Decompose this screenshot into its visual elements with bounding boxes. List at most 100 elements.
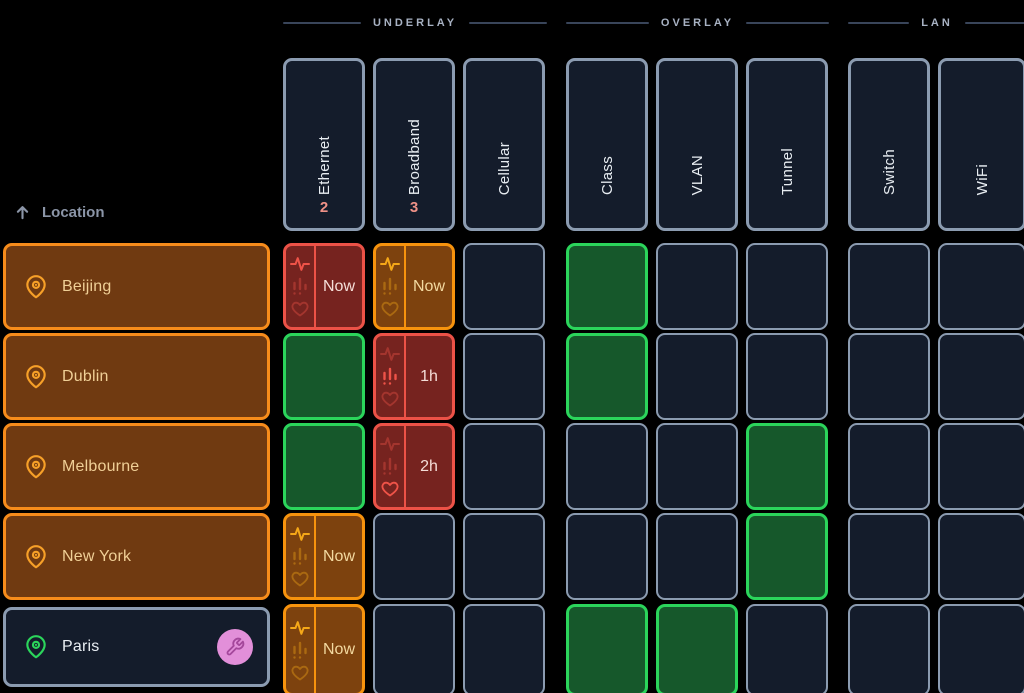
cell-beijing-wifi[interactable] xyxy=(938,243,1024,330)
cell-new-york-tunnel[interactable] xyxy=(746,513,828,600)
cell-dublin-wifi[interactable] xyxy=(938,333,1024,420)
cell-paris-vlan[interactable] xyxy=(656,604,738,693)
cell-paris-switch[interactable] xyxy=(848,604,930,693)
location-header-label: Location xyxy=(42,204,105,221)
divider-line xyxy=(566,22,649,24)
cell-dublin-vlan[interactable] xyxy=(656,333,738,420)
column-header-broadband[interactable]: Broadband 3 xyxy=(373,58,455,231)
cell-beijing-tunnel[interactable] xyxy=(746,243,828,330)
wrench-icon xyxy=(226,637,245,656)
cell-new-york-ethernet[interactable]: Now xyxy=(283,513,365,600)
bars-icon xyxy=(293,277,307,295)
cell-melbourne-ethernet[interactable] xyxy=(283,423,365,510)
group-header-overlay: OVERLAY xyxy=(566,16,830,30)
cell-new-york-cellular[interactable] xyxy=(463,513,545,600)
column-label: Switch xyxy=(880,149,898,195)
pulse-icon xyxy=(380,257,400,271)
location-card-paris[interactable]: Paris xyxy=(3,607,270,687)
location-pin-icon xyxy=(26,454,46,478)
cell-melbourne-cellular[interactable] xyxy=(463,423,545,510)
pulse-icon xyxy=(290,257,310,271)
cell-dublin-cellular[interactable] xyxy=(463,333,545,420)
pulse-icon xyxy=(290,620,310,635)
divider-line xyxy=(283,22,361,24)
heart-icon xyxy=(381,391,399,407)
group-header-lan: LAN xyxy=(848,16,1024,30)
location-card-beijing[interactable]: Beijing xyxy=(3,243,270,330)
cell-beijing-broadband[interactable]: Now xyxy=(373,243,455,330)
bars-icon xyxy=(293,547,307,565)
cell-new-york-switch[interactable] xyxy=(848,513,930,600)
pulse-icon xyxy=(380,347,400,361)
column-label: Tunnel xyxy=(778,147,796,195)
location-sort-header[interactable]: Location xyxy=(14,204,105,221)
alert-time-label: Now xyxy=(412,277,445,295)
cell-new-york-class[interactable] xyxy=(566,513,648,600)
bars-icon xyxy=(383,367,397,385)
cell-beijing-ethernet[interactable]: Now xyxy=(283,243,365,330)
column-header-switch[interactable]: Switch xyxy=(848,58,930,231)
location-card-melbourne[interactable]: Melbourne xyxy=(3,423,270,510)
cell-new-york-broadband[interactable] xyxy=(373,513,455,600)
metric-icons xyxy=(376,246,406,327)
location-card-dublin[interactable]: Dublin xyxy=(3,333,270,420)
column-header-class[interactable]: Class xyxy=(566,58,648,231)
location-pin-icon xyxy=(26,364,46,388)
cell-paris-wifi[interactable] xyxy=(938,604,1024,693)
cell-beijing-class[interactable] xyxy=(566,243,648,330)
column-label: Cellular xyxy=(495,141,513,195)
cell-dublin-switch[interactable] xyxy=(848,333,930,420)
alert-time-label: Now xyxy=(322,277,355,295)
alert-time-label: Now xyxy=(322,641,355,658)
location-name: New York xyxy=(62,547,132,565)
heart-icon xyxy=(291,301,309,317)
cell-dublin-ethernet[interactable] xyxy=(283,333,365,420)
sort-arrow-up-icon xyxy=(16,206,29,220)
cell-paris-class[interactable] xyxy=(566,604,648,693)
heart-icon xyxy=(381,301,399,317)
column-label: WiFi xyxy=(973,163,991,195)
column-label: Broadband xyxy=(405,118,423,195)
location-card-new-york[interactable]: New York xyxy=(3,513,270,600)
column-header-ethernet[interactable]: Ethernet 2 xyxy=(283,58,365,231)
group-label: OVERLAY xyxy=(660,17,735,29)
location-pin-icon xyxy=(26,274,46,298)
cell-dublin-broadband[interactable]: 1h xyxy=(373,333,455,420)
cell-melbourne-vlan[interactable] xyxy=(656,423,738,510)
pulse-icon xyxy=(290,527,310,541)
bars-icon xyxy=(293,641,307,659)
heart-icon xyxy=(291,665,309,680)
column-count: 3 xyxy=(409,199,419,216)
divider-line xyxy=(848,22,910,24)
cell-melbourne-wifi[interactable] xyxy=(938,423,1024,510)
column-header-tunnel[interactable]: Tunnel xyxy=(746,58,828,231)
pulse-icon xyxy=(380,437,400,451)
cell-paris-broadband[interactable] xyxy=(373,604,455,693)
cell-paris-cellular[interactable] xyxy=(463,604,545,693)
cell-new-york-vlan[interactable] xyxy=(656,513,738,600)
location-pin-icon xyxy=(26,544,46,568)
column-header-cellular[interactable]: Cellular xyxy=(463,58,545,231)
cell-beijing-vlan[interactable] xyxy=(656,243,738,330)
group-label: LAN xyxy=(921,17,953,29)
column-header-vlan[interactable]: VLAN xyxy=(656,58,738,231)
cell-melbourne-tunnel[interactable] xyxy=(746,423,828,510)
alert-time-label: 2h xyxy=(420,457,438,475)
cell-melbourne-class[interactable] xyxy=(566,423,648,510)
cell-beijing-cellular[interactable] xyxy=(463,243,545,330)
cell-paris-ethernet[interactable]: Now xyxy=(283,604,365,693)
column-header-wifi[interactable]: WiFi xyxy=(938,58,1024,231)
alert-time-label: Now xyxy=(322,547,355,565)
cell-beijing-switch[interactable] xyxy=(848,243,930,330)
cell-new-york-wifi[interactable] xyxy=(938,513,1024,600)
bars-icon xyxy=(383,457,397,475)
cell-paris-tunnel[interactable] xyxy=(746,604,828,693)
column-count: 2 xyxy=(319,199,329,216)
cell-melbourne-switch[interactable] xyxy=(848,423,930,510)
cell-dublin-tunnel[interactable] xyxy=(746,333,828,420)
cell-dublin-class[interactable] xyxy=(566,333,648,420)
location-name: Beijing xyxy=(62,277,112,295)
cell-melbourne-broadband[interactable]: 2h xyxy=(373,423,455,510)
divider-line xyxy=(469,22,548,24)
group-header-underlay: UNDERLAY xyxy=(283,16,548,30)
